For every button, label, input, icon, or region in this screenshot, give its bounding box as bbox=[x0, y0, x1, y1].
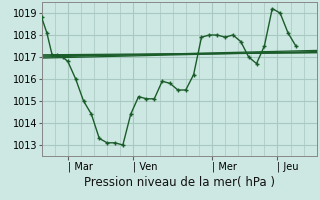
X-axis label: Pression niveau de la mer( hPa ): Pression niveau de la mer( hPa ) bbox=[84, 176, 275, 189]
